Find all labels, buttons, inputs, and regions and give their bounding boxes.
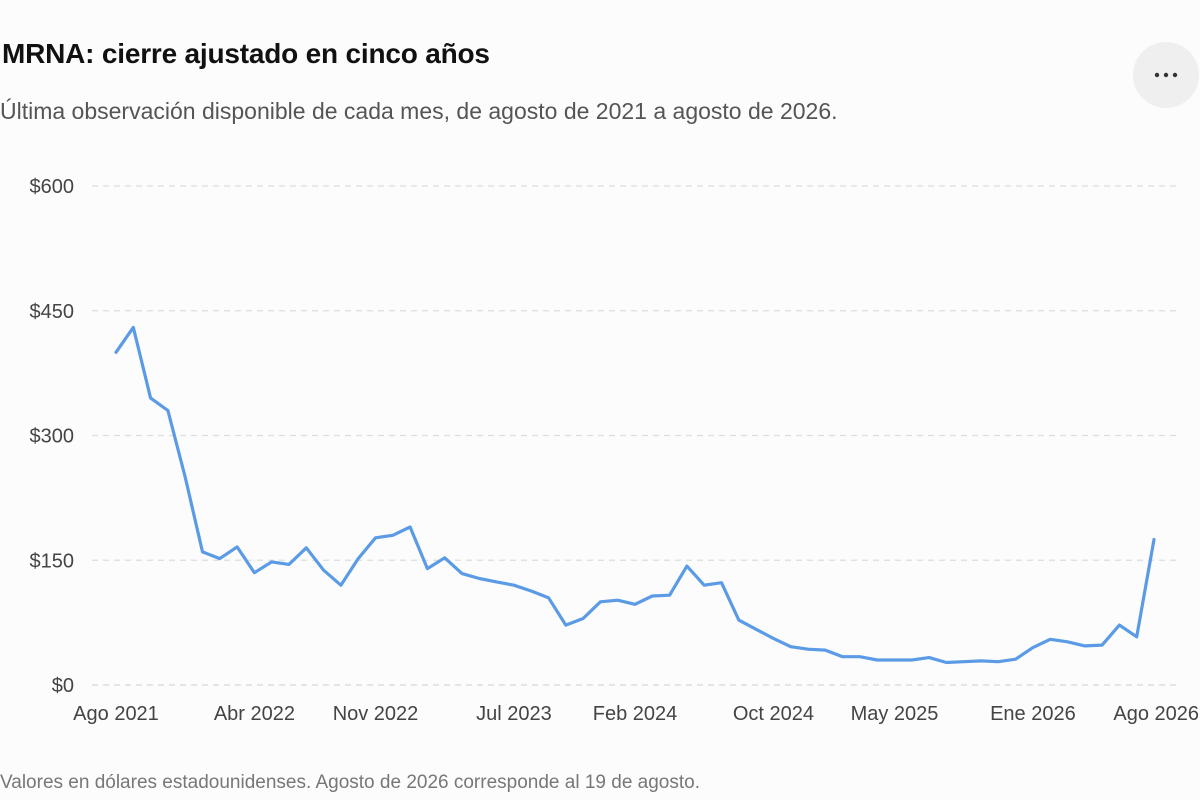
page-subtitle: Última observación disponible de cada me… xyxy=(0,98,838,124)
data-point[interactable] xyxy=(563,622,569,628)
data-point[interactable] xyxy=(130,324,136,330)
page-title: MRNA: cierre ajustado en cinco años xyxy=(2,38,490,69)
data-point[interactable] xyxy=(978,658,984,664)
data-point[interactable] xyxy=(113,349,119,355)
data-point[interactable] xyxy=(580,616,586,622)
data-point[interactable] xyxy=(407,524,413,530)
y-axis-ticks: $0 $150 $300 $450 $600 xyxy=(30,176,75,697)
data-point[interactable] xyxy=(442,555,448,561)
data-point[interactable] xyxy=(182,474,188,480)
data-point[interactable] xyxy=(597,599,603,605)
data-point[interactable] xyxy=(476,576,482,582)
data-point[interactable] xyxy=(667,592,673,598)
data-point[interactable] xyxy=(995,659,1001,665)
line-chart: $0 $150 $300 $450 $600 Ago 2021 Abr 2022 Nov 2… xyxy=(30,176,1200,725)
data-point[interactable] xyxy=(303,545,309,551)
data-point[interactable] xyxy=(373,535,379,541)
x-tick-label: Oct 2024 xyxy=(733,703,814,725)
x-tick-label: Ene 2026 xyxy=(990,703,1076,725)
x-tick-label: Ago 2026 xyxy=(1113,703,1199,725)
x-tick-label: Feb 2024 xyxy=(593,703,678,725)
y-tick-label: $150 xyxy=(30,550,75,572)
data-point[interactable] xyxy=(511,582,517,588)
data-point[interactable] xyxy=(528,588,534,594)
data-point[interactable] xyxy=(909,657,915,663)
data-point[interactable] xyxy=(459,571,465,577)
data-point[interactable] xyxy=(649,593,655,599)
data-point[interactable] xyxy=(788,644,794,650)
data-point[interactable] xyxy=(1047,636,1053,642)
data-point[interactable] xyxy=(200,549,206,555)
data-point[interactable] xyxy=(1134,634,1140,640)
series-line xyxy=(114,325,1156,665)
data-point[interactable] xyxy=(494,579,500,585)
grid-lines xyxy=(92,185,1178,686)
data-point[interactable] xyxy=(390,532,396,538)
data-point[interactable] xyxy=(943,660,949,666)
data-point[interactable] xyxy=(753,626,759,632)
x-tick-label: Nov 2022 xyxy=(333,703,419,725)
data-point[interactable] xyxy=(805,646,811,652)
series-layer xyxy=(113,324,1157,666)
data-point[interactable] xyxy=(684,563,690,569)
data-point[interactable] xyxy=(338,582,344,588)
data-point[interactable] xyxy=(892,657,898,663)
x-tick-label: Jul 2023 xyxy=(476,703,552,725)
data-point[interactable] xyxy=(1082,643,1088,649)
data-point[interactable] xyxy=(1116,622,1122,628)
data-point[interactable] xyxy=(736,617,742,623)
data-point[interactable] xyxy=(355,556,361,562)
y-tick-label: $300 xyxy=(30,426,75,448)
data-point[interactable] xyxy=(251,570,257,576)
data-point[interactable] xyxy=(632,601,638,607)
data-point[interactable] xyxy=(234,544,240,550)
data-point[interactable] xyxy=(822,647,828,653)
data-point[interactable] xyxy=(546,595,552,601)
data-point[interactable] xyxy=(840,654,846,660)
x-axis-ticks: Ago 2021 Abr 2022 Nov 2022 Jul 2023 Feb 2024… xyxy=(73,703,1199,725)
data-point[interactable] xyxy=(1013,656,1019,662)
data-point[interactable] xyxy=(926,655,932,661)
x-tick-label: May 2025 xyxy=(851,703,939,725)
data-point[interactable] xyxy=(615,597,621,603)
data-point[interactable] xyxy=(1151,537,1157,543)
x-tick-label: Abr 2022 xyxy=(214,703,295,725)
data-point[interactable] xyxy=(701,582,707,588)
data-point[interactable] xyxy=(961,659,967,665)
more-horizontal-icon xyxy=(1154,72,1178,78)
data-point[interactable] xyxy=(286,561,292,567)
footnote: Valores en dólares estadounidenses. Agos… xyxy=(0,772,700,793)
y-tick-label: $600 xyxy=(30,176,75,198)
data-point[interactable] xyxy=(1030,645,1036,651)
y-tick-label: $450 xyxy=(30,301,75,323)
data-point[interactable] xyxy=(874,657,880,663)
data-point[interactable] xyxy=(1099,642,1105,648)
y-tick-label: $0 xyxy=(52,675,74,697)
data-point[interactable] xyxy=(770,635,776,641)
data-point[interactable] xyxy=(1065,639,1071,645)
more-options-button[interactable] xyxy=(1133,42,1199,108)
data-point[interactable] xyxy=(719,580,725,586)
data-point[interactable] xyxy=(269,559,275,565)
data-point[interactable] xyxy=(321,567,327,573)
data-point[interactable] xyxy=(857,654,863,660)
x-tick-label: Ago 2021 xyxy=(73,703,159,725)
data-point[interactable] xyxy=(165,408,171,414)
data-point[interactable] xyxy=(217,556,223,562)
data-point[interactable] xyxy=(148,395,154,401)
data-point[interactable] xyxy=(424,566,430,572)
